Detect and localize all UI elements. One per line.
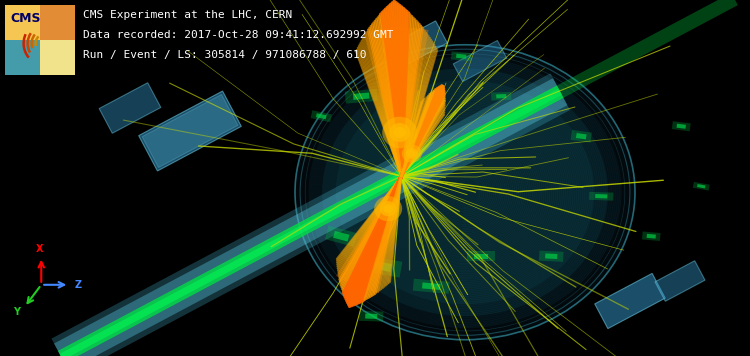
- Text: CMS: CMS: [10, 12, 40, 25]
- Polygon shape: [360, 255, 402, 278]
- Polygon shape: [456, 54, 466, 59]
- Polygon shape: [365, 314, 377, 319]
- Bar: [5, 5, 75, 75]
- Ellipse shape: [394, 127, 406, 138]
- Polygon shape: [99, 83, 160, 133]
- Ellipse shape: [374, 196, 402, 221]
- Polygon shape: [345, 89, 378, 104]
- Polygon shape: [325, 226, 358, 247]
- Bar: [5, 5, 40, 40]
- Polygon shape: [316, 113, 326, 119]
- Polygon shape: [364, 27, 428, 176]
- Polygon shape: [382, 21, 447, 71]
- Ellipse shape: [402, 145, 422, 163]
- Text: Data recorded: 2017-Oct-28 09:41:12.692992 GMT: Data recorded: 2017-Oct-28 09:41:12.6929…: [83, 30, 394, 40]
- Polygon shape: [491, 92, 512, 100]
- Polygon shape: [401, 95, 446, 176]
- Polygon shape: [676, 124, 686, 129]
- Ellipse shape: [408, 151, 416, 157]
- Polygon shape: [596, 194, 608, 198]
- Polygon shape: [359, 311, 383, 321]
- Polygon shape: [139, 91, 242, 171]
- Text: Y: Y: [13, 307, 20, 317]
- Polygon shape: [642, 231, 661, 241]
- Polygon shape: [693, 182, 709, 190]
- Polygon shape: [496, 94, 506, 98]
- Bar: [5, 40, 40, 75]
- Ellipse shape: [383, 204, 393, 213]
- Polygon shape: [333, 231, 350, 241]
- Polygon shape: [422, 282, 440, 290]
- Bar: [40, 5, 75, 40]
- Ellipse shape: [322, 68, 608, 316]
- Polygon shape: [451, 51, 472, 61]
- Polygon shape: [576, 133, 586, 140]
- Polygon shape: [370, 261, 392, 272]
- Polygon shape: [672, 121, 691, 131]
- Polygon shape: [453, 41, 507, 82]
- Polygon shape: [467, 251, 495, 261]
- Ellipse shape: [336, 80, 594, 304]
- Polygon shape: [413, 279, 450, 294]
- Ellipse shape: [380, 201, 397, 216]
- Polygon shape: [595, 273, 665, 329]
- Text: Run / Event / LS: 305814 / 971086788 / 610: Run / Event / LS: 305814 / 971086788 / 6…: [83, 50, 367, 60]
- Polygon shape: [545, 253, 557, 259]
- Polygon shape: [310, 110, 332, 122]
- Text: X: X: [35, 244, 43, 254]
- Ellipse shape: [406, 148, 418, 159]
- Ellipse shape: [308, 57, 622, 328]
- Polygon shape: [697, 184, 706, 188]
- Ellipse shape: [389, 123, 410, 142]
- Polygon shape: [655, 261, 705, 301]
- Polygon shape: [353, 93, 370, 100]
- Bar: [40, 40, 75, 75]
- Polygon shape: [336, 176, 401, 293]
- Polygon shape: [589, 192, 613, 201]
- Ellipse shape: [382, 117, 417, 148]
- Polygon shape: [142, 94, 238, 168]
- Polygon shape: [474, 254, 488, 259]
- Text: Z: Z: [74, 280, 81, 290]
- Polygon shape: [571, 130, 592, 142]
- Polygon shape: [646, 234, 656, 239]
- Ellipse shape: [295, 45, 635, 340]
- Text: CMS Experiment at the LHC, CERN: CMS Experiment at the LHC, CERN: [83, 10, 292, 20]
- Polygon shape: [539, 251, 563, 262]
